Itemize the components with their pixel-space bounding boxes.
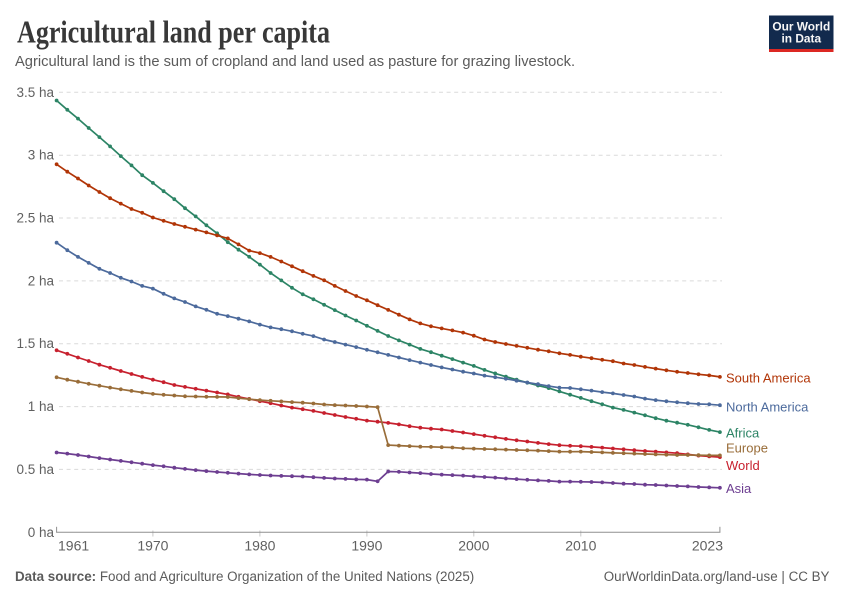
- svg-text:North America: North America: [726, 400, 809, 415]
- svg-text:Agricultural land is the sum o: Agricultural land is the sum of cropland…: [15, 54, 575, 70]
- svg-text:World: World: [726, 458, 760, 473]
- svg-text:Africa: Africa: [726, 426, 760, 441]
- svg-text:Agricultural land per capita: Agricultural land per capita: [17, 15, 330, 50]
- svg-text:1.5 ha: 1.5 ha: [16, 336, 54, 351]
- svg-text:2023: 2023: [692, 538, 723, 554]
- svg-text:1990: 1990: [351, 538, 382, 554]
- svg-text:Our World: Our World: [772, 20, 830, 34]
- svg-text:2 ha: 2 ha: [28, 273, 55, 288]
- svg-text:South America: South America: [726, 371, 811, 386]
- svg-text:2010: 2010: [565, 538, 596, 554]
- svg-text:Europe: Europe: [726, 441, 768, 456]
- svg-text:3.5 ha: 3.5 ha: [16, 85, 54, 100]
- svg-text:1961: 1961: [58, 538, 89, 554]
- svg-text:3 ha: 3 ha: [28, 148, 55, 163]
- svg-text:2.5 ha: 2.5 ha: [16, 211, 54, 226]
- svg-text:0.5 ha: 0.5 ha: [16, 462, 54, 477]
- svg-text:1 ha: 1 ha: [28, 399, 55, 414]
- svg-text:Asia: Asia: [726, 481, 752, 496]
- svg-text:2000: 2000: [458, 538, 489, 554]
- svg-text:0 ha: 0 ha: [28, 525, 55, 540]
- svg-text:in Data: in Data: [781, 32, 821, 46]
- svg-text:1980: 1980: [244, 538, 275, 554]
- svg-text:1970: 1970: [137, 538, 168, 554]
- svg-text:Data source: Food and Agricult: Data source: Food and Agriculture Organi…: [15, 569, 474, 584]
- svg-text:OurWorldinData.org/land-use |: OurWorldinData.org/land-use | CC BY: [604, 569, 830, 584]
